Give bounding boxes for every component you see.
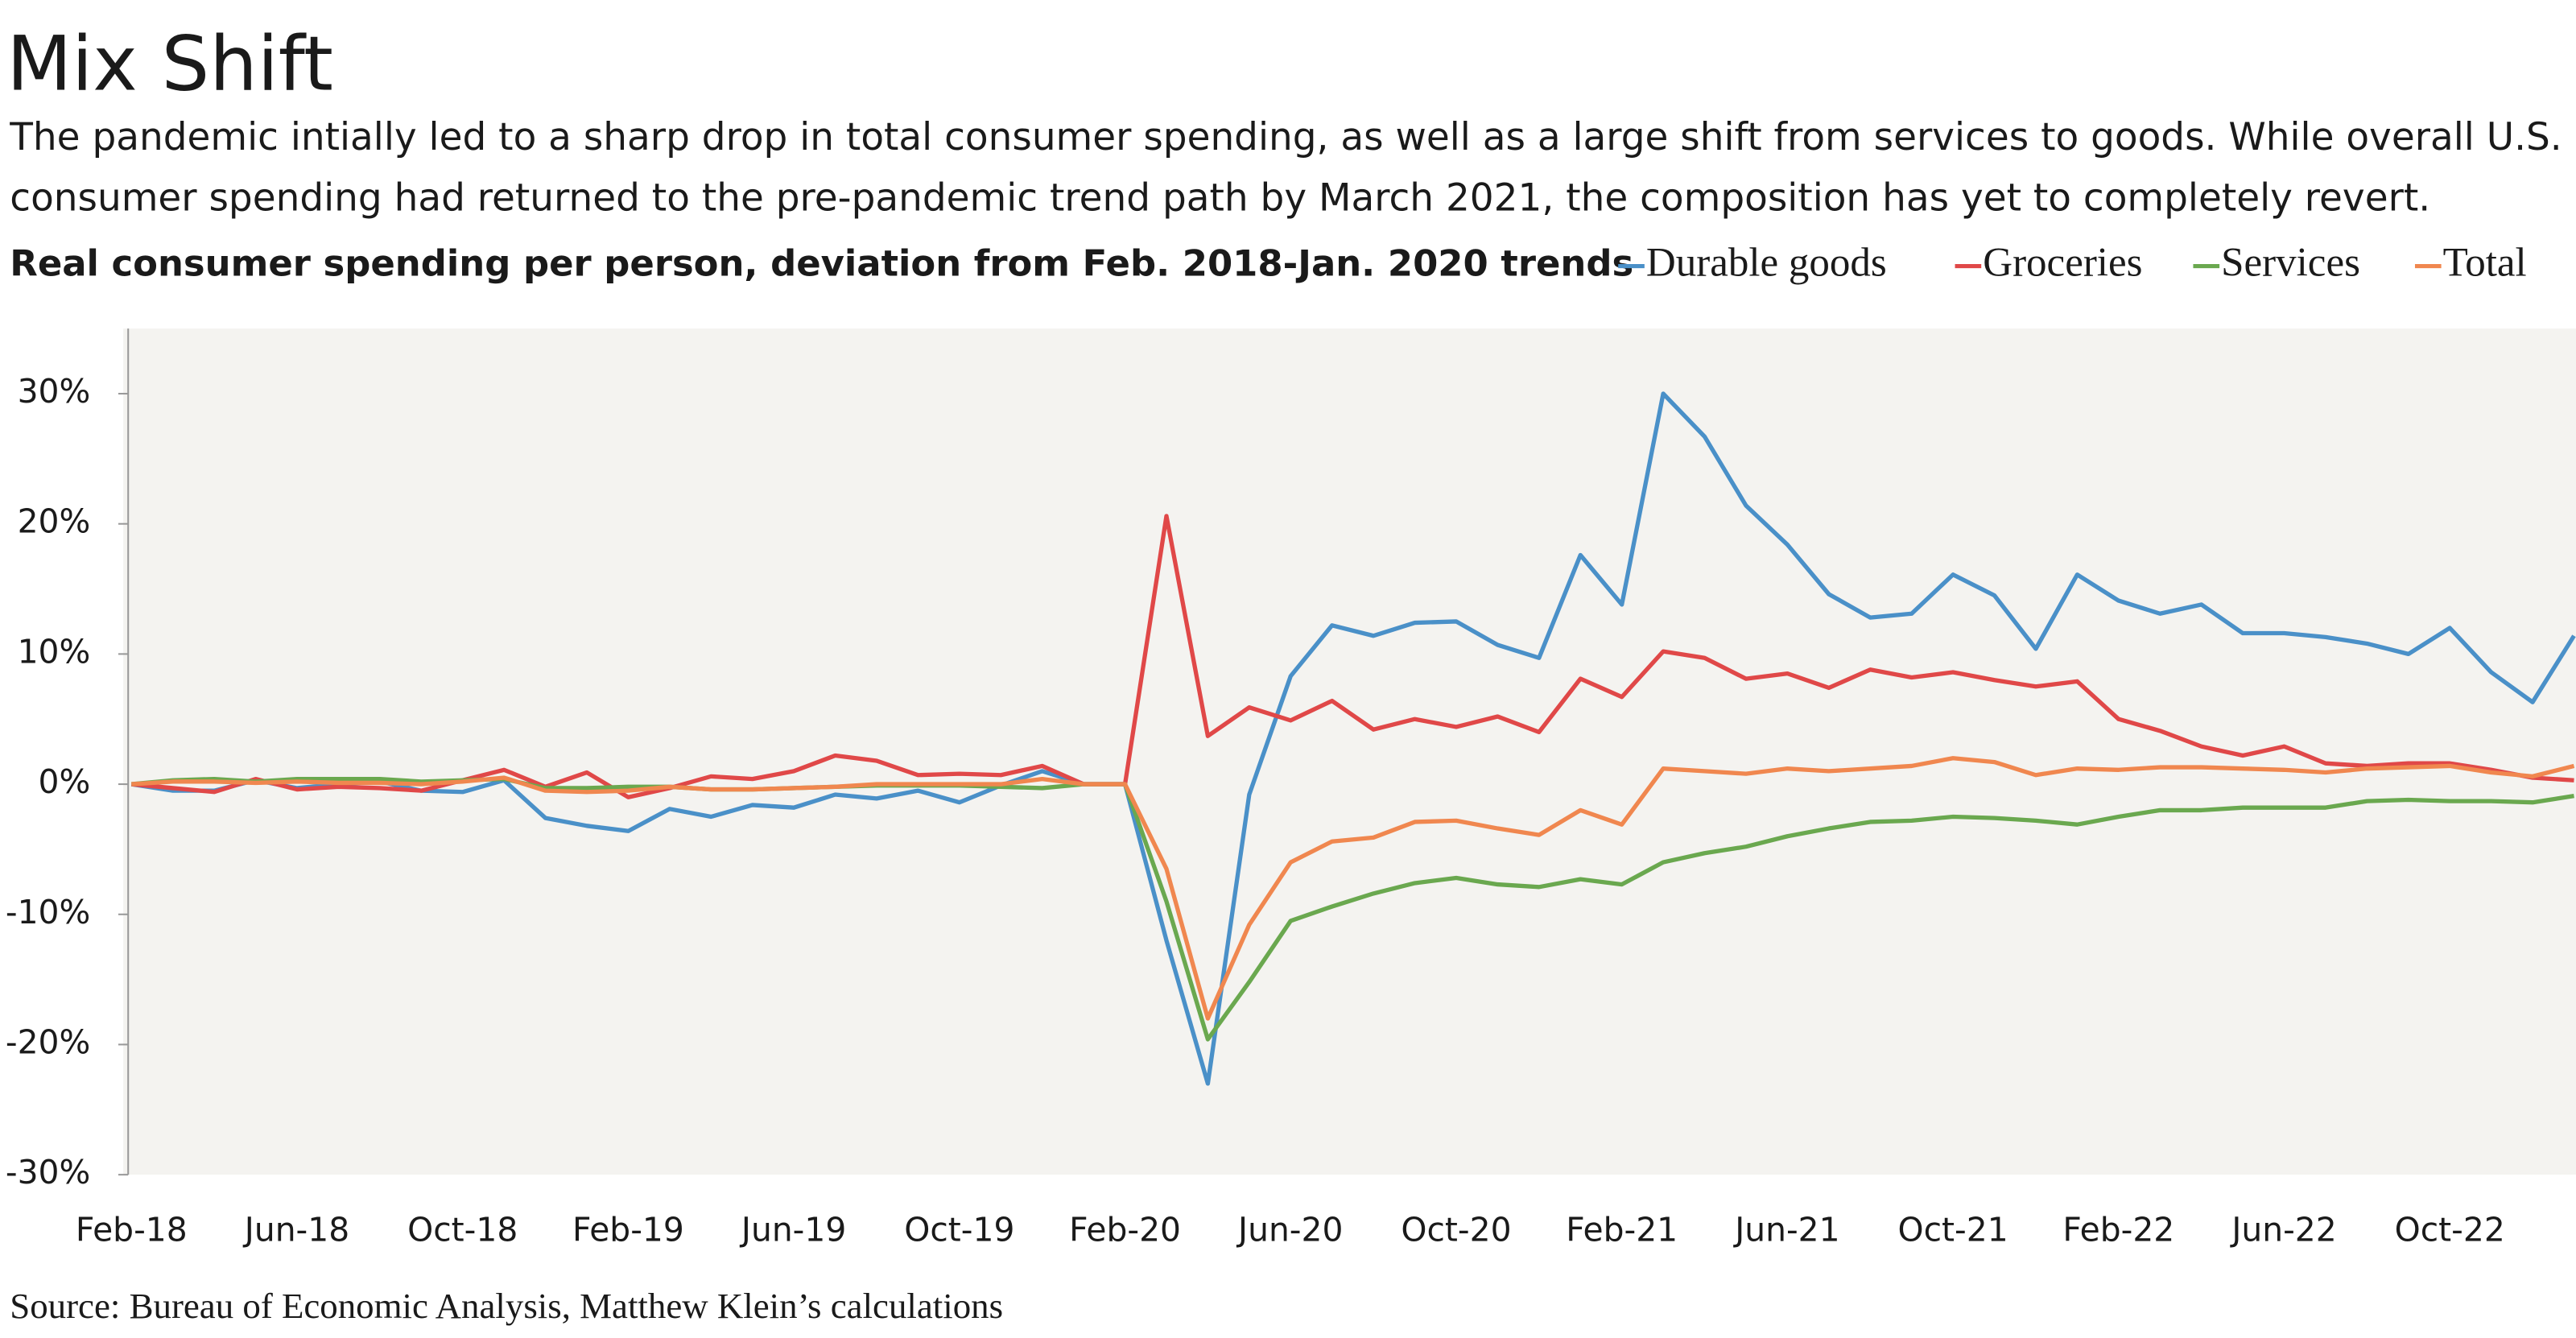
y-tick-label: -20%: [6, 1022, 90, 1061]
y-tick-label: 10%: [18, 632, 91, 671]
x-tick-label: Feb-18: [76, 1211, 188, 1249]
legend-label: Total: [2443, 240, 2527, 285]
y-tick-label: -10%: [6, 893, 90, 931]
subtitle: The pandemic intially led to a sharp dro…: [9, 115, 2562, 159]
x-tick-label: Oct-19: [904, 1211, 1014, 1249]
x-tick-label: Oct-20: [1401, 1211, 1511, 1249]
x-tick-label: Jun-18: [242, 1211, 349, 1249]
x-tick-label: Jun-19: [739, 1211, 846, 1249]
y-tick-label: 0%: [39, 762, 91, 801]
x-tick-label: Feb-21: [1566, 1211, 1678, 1249]
x-tick-label: Jun-20: [1236, 1211, 1343, 1249]
x-tick-label: Feb-20: [1069, 1211, 1181, 1249]
chart-subtitle: Real consumer spending per person, devia…: [10, 242, 1633, 285]
x-tick-label: Jun-21: [1732, 1211, 1839, 1249]
subtitle: consumer spending had returned to the pr…: [10, 176, 2430, 220]
plot-area: [123, 328, 2576, 1175]
legend-label: Durable goods: [1646, 240, 1887, 285]
x-tick-label: Oct-18: [407, 1211, 518, 1249]
data-line: [131, 756, 2575, 1021]
source: Source: Bureau of Economic Analysis, Mat…: [10, 1286, 1003, 1326]
x-tick-label: Oct-22: [2395, 1211, 2505, 1249]
x-tick-label: Oct-21: [1898, 1211, 2008, 1249]
y-tick-label: 30%: [18, 372, 91, 411]
data-line: [131, 514, 2574, 799]
legend-label: Groceries: [1983, 240, 2142, 285]
y-tick-label: 20%: [18, 502, 91, 541]
x-tick-label: Feb-19: [572, 1211, 684, 1249]
y-tick-label: -30%: [6, 1153, 90, 1191]
legend-label: Services: [2221, 240, 2360, 285]
x-tick-label: Feb-22: [2062, 1211, 2174, 1249]
x-tick-label: Jun-22: [2229, 1211, 2336, 1249]
data-line: [130, 391, 2576, 1086]
chart-title: Mix Shift: [6, 21, 333, 109]
